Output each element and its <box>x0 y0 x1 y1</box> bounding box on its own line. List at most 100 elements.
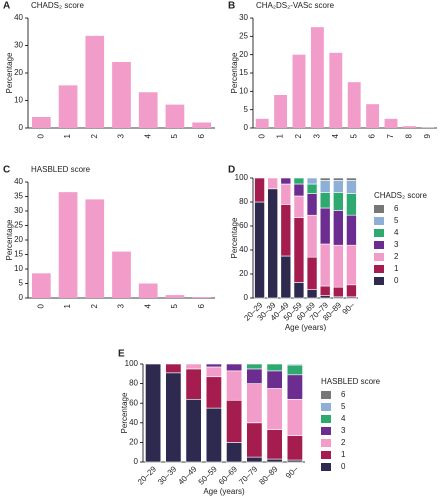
x-tick-label: 6 <box>197 133 206 138</box>
bar-segment <box>319 207 331 245</box>
bar-segment <box>266 458 283 463</box>
y-tick-label: 25 <box>14 221 23 230</box>
x-tick-label: 0 <box>36 303 45 308</box>
panel-letter: A <box>3 1 10 12</box>
bar <box>165 104 185 128</box>
bar <box>255 118 269 128</box>
bar-segment <box>267 177 278 190</box>
y-tick-label: 0 <box>244 123 249 132</box>
x-tick-label: 0 <box>257 133 266 138</box>
legend-label: 5 <box>341 402 346 411</box>
bar <box>384 118 398 128</box>
x-tick-label: 3 <box>313 133 322 138</box>
bar-segment <box>266 429 283 460</box>
bar-segment <box>145 363 162 463</box>
x-tick-label: 4 <box>143 303 152 308</box>
bar-segment <box>246 363 263 370</box>
x-tick-label: 8 <box>405 133 414 138</box>
panel-letter: E <box>118 349 125 360</box>
x-tick-label: 0 <box>36 133 45 138</box>
x-tick-label: 5 <box>170 303 179 308</box>
bar-segment <box>306 214 318 258</box>
x-tick-label: 2 <box>90 133 99 138</box>
legend-label: 3 <box>341 426 346 435</box>
bar-segment <box>267 188 278 299</box>
bar-segment <box>286 363 303 366</box>
x-tick-label: 9 <box>423 133 432 138</box>
legend-label: 2 <box>341 438 346 447</box>
bar <box>347 82 361 128</box>
bar-segment <box>293 217 305 283</box>
bar-segment <box>266 388 283 430</box>
bar-segment <box>319 243 331 287</box>
y-tick-label: 15 <box>239 68 248 77</box>
legend-swatch <box>374 253 384 261</box>
y-axis-label: Percentage <box>5 219 14 260</box>
bar-segment <box>280 255 292 299</box>
y-tick-label: 0 <box>19 293 24 302</box>
x-tick-label: 6 <box>197 303 206 308</box>
legend-label: 5 <box>394 216 399 225</box>
bar <box>58 85 78 128</box>
y-tick-label: 0 <box>19 123 24 132</box>
y-tick-label: 40 <box>14 13 23 22</box>
legend-swatch <box>374 205 384 213</box>
y-tick-label: 20 <box>129 438 138 447</box>
x-axis-label: Age (years) <box>285 323 327 332</box>
bar-segment <box>266 363 283 372</box>
y-tick-label: 40 <box>129 418 138 427</box>
legend-swatch <box>374 241 384 249</box>
bar-segment <box>293 282 305 299</box>
y-axis-label: Percentage <box>230 217 239 258</box>
y-tick-label: 10 <box>14 264 23 273</box>
x-tick-label: 5 <box>349 133 358 138</box>
y-tick-label: 20 <box>239 50 248 59</box>
bar <box>192 122 211 128</box>
bar-segment <box>254 177 265 203</box>
bar-segment <box>293 177 305 185</box>
bar-segment <box>246 368 263 384</box>
bar-segment <box>205 407 222 463</box>
y-tick-label: 40 <box>239 245 248 254</box>
y-tick-label: 15 <box>14 250 23 259</box>
bar-segment <box>333 177 344 181</box>
y-tick-label: 20 <box>14 235 23 244</box>
y-tick-label: 0 <box>134 457 139 466</box>
y-axis-label: Percentage <box>5 52 14 93</box>
bar-segment <box>286 364 303 376</box>
x-tick-label: 7 <box>386 133 395 138</box>
bar-segment <box>286 398 303 436</box>
bar <box>192 297 211 298</box>
bar-segment <box>246 422 263 458</box>
bar-segment <box>346 177 357 181</box>
legend-label: 6 <box>341 390 346 399</box>
bar-segment <box>333 286 344 298</box>
legend-swatch <box>374 265 384 273</box>
bar-segment <box>286 374 303 400</box>
y-tick-label: 80 <box>239 197 248 206</box>
bar-segment <box>280 204 292 257</box>
bar <box>32 117 51 128</box>
legend-swatch <box>374 277 384 285</box>
y-tick-label: 35 <box>14 192 23 201</box>
bar-segment <box>346 193 357 216</box>
legend-title: CHADS₂ score <box>374 191 427 200</box>
bar-segment <box>306 256 318 290</box>
bar <box>402 126 416 128</box>
x-tick-label: 6 <box>368 133 377 138</box>
bar <box>165 295 185 298</box>
bar-segment <box>333 192 344 211</box>
y-tick-label: 60 <box>239 221 248 230</box>
legend-label: 6 <box>394 204 399 213</box>
x-tick-label: 80–89 <box>257 464 279 486</box>
bar-segment <box>333 210 344 246</box>
y-tick-label: 0 <box>244 293 249 302</box>
y-tick-label: 100 <box>235 173 249 182</box>
bar-segment <box>280 177 292 185</box>
y-tick-label: 20 <box>239 269 248 278</box>
x-tick-label: 40–49 <box>176 464 198 486</box>
bar-segment <box>306 193 318 216</box>
y-tick-label: 10 <box>239 86 248 95</box>
y-tick-label: 5 <box>244 105 249 114</box>
